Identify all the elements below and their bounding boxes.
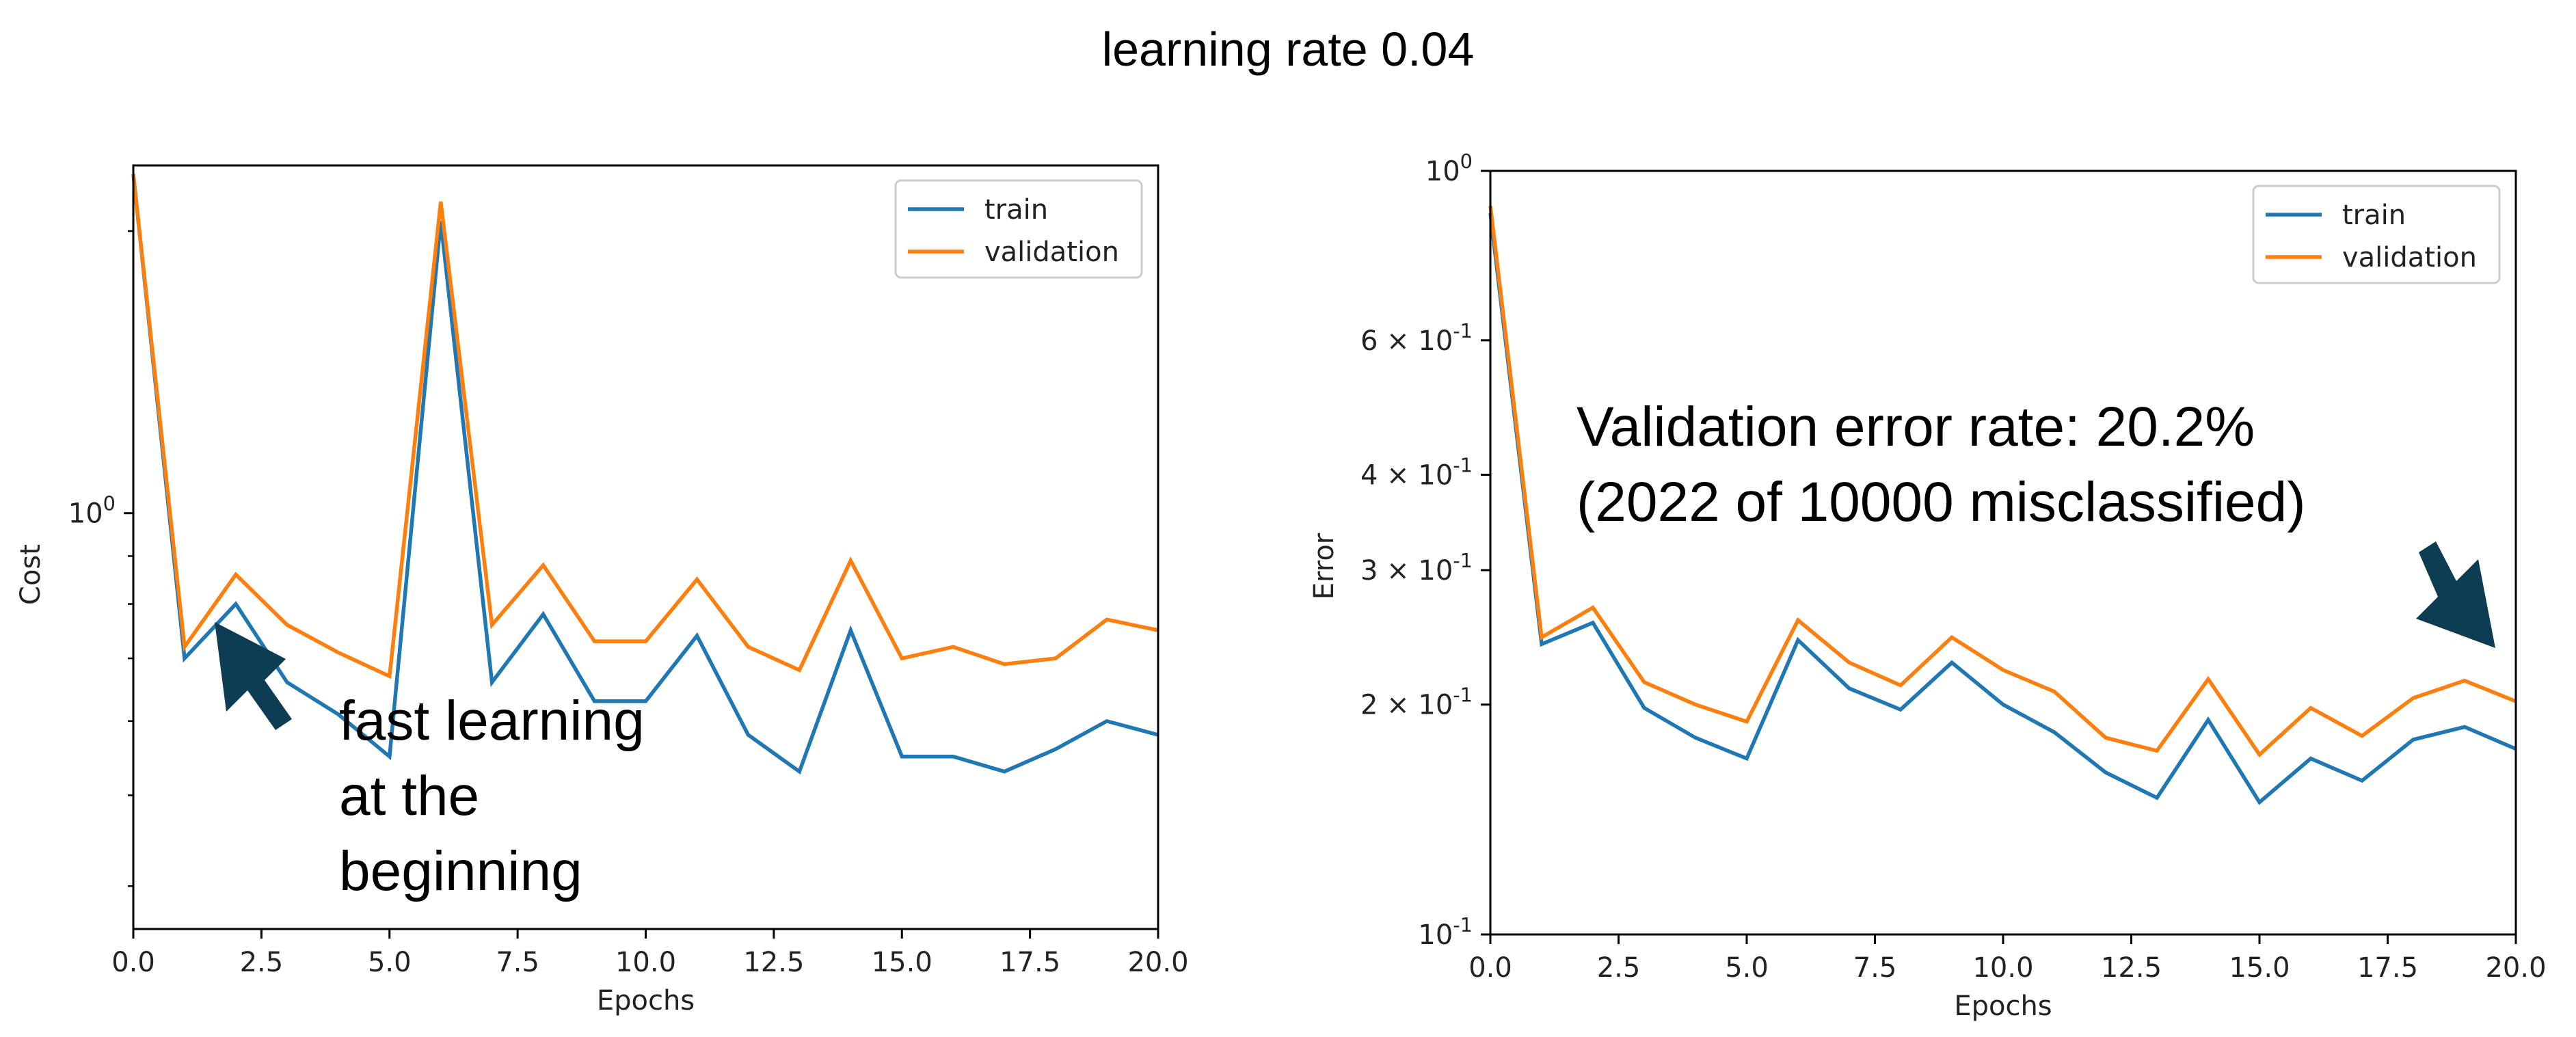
- cost-x-tick-label: 0.0: [111, 947, 155, 978]
- error-x-tick-label: 12.5: [2101, 952, 2162, 984]
- error-y-tick-label: 2 × 10-1: [1360, 684, 1473, 721]
- annotation-left-line-2: at the: [339, 765, 479, 827]
- error-x-tick-label: 20.0: [2485, 952, 2546, 984]
- error-y-tick-label: 10-1: [1418, 913, 1473, 951]
- error-y-tick-label: 3 × 10-1: [1360, 549, 1473, 587]
- error-x-tick-label: 7.5: [1853, 952, 1897, 984]
- cost-x-tick-label: 15.0: [872, 947, 933, 978]
- error-x-axis-label: Epochs: [1954, 991, 2052, 1022]
- error-x-tick-label: 5.0: [1725, 952, 1769, 984]
- cost-x-tick-label: 7.5: [496, 947, 539, 978]
- arrow-left-icon: [215, 622, 292, 730]
- cost-x-tick-label: 2.5: [240, 947, 284, 978]
- annotation-left-line-3: beginning: [339, 840, 582, 902]
- annotation-left-line-1: fast learning: [339, 690, 645, 752]
- annotation-right-line-2: (2022 of 10000 misclassified): [1577, 471, 2306, 533]
- error-x-tick-label: 15.0: [2229, 952, 2290, 984]
- cost-x-axis-label: Epochs: [597, 985, 695, 1016]
- error-series-line-validation: [1488, 205, 2517, 758]
- error-y-tick-label: 100: [1425, 150, 1473, 187]
- cost-x-tick-label: 12.5: [743, 947, 804, 978]
- annotation-right-line-1: Validation error rate: 20.2%: [1577, 396, 2255, 458]
- cost-y-axis-label: Cost: [15, 544, 46, 605]
- cost-plot-frame: [132, 164, 1159, 930]
- error-y-tick-label: 6 × 10-1: [1360, 319, 1473, 357]
- error-y-tick-label: 4 × 10-1: [1360, 453, 1473, 491]
- cost-x-tick-label: 5.0: [368, 947, 412, 978]
- error-legend-label-train: train: [2342, 200, 2406, 231]
- cost-x-tick-label: 10.0: [615, 947, 676, 978]
- error-legend-label-validation: validation: [2342, 242, 2477, 273]
- error-x-tick-label: 10.0: [1972, 952, 2033, 984]
- annotations: fast learning at the beginning Validatio…: [339, 396, 2306, 902]
- error-x-tick-label: 2.5: [1597, 952, 1641, 984]
- cost-chart: 0.0 2.5 5.0 7.5 10.0 12.5 15.0 17.5 20.0 100 Epoch…: [15, 164, 1189, 1016]
- error-series-line-train: [1488, 213, 2517, 805]
- cost-legend-label-validation: validation: [984, 237, 1119, 268]
- cost-x-tick-label: 20.0: [1127, 947, 1188, 978]
- error-chart: 0.0 2.5 5.0 7.5 10.0 12.5 15.0 17.5 20.0 100 6 × 1…: [1309, 150, 2547, 1022]
- error-x-tick-label: 0.0: [1468, 952, 1512, 984]
- cost-series-line-train: [131, 174, 1159, 775]
- cost-legend-label-train: train: [984, 194, 1048, 226]
- figure-title: learning rate 0.04: [1102, 23, 1475, 76]
- error-plot-frame: [1489, 170, 2517, 936]
- error-y-axis-label: Error: [1309, 533, 1340, 600]
- error-x-tick-label: 17.5: [2357, 952, 2418, 984]
- cost-series-line-validation: [131, 174, 1159, 679]
- arrow-right-icon: [2416, 541, 2495, 648]
- cost-x-tick-label: 17.5: [999, 947, 1060, 978]
- cost-y-tick-label: 100: [68, 492, 116, 530]
